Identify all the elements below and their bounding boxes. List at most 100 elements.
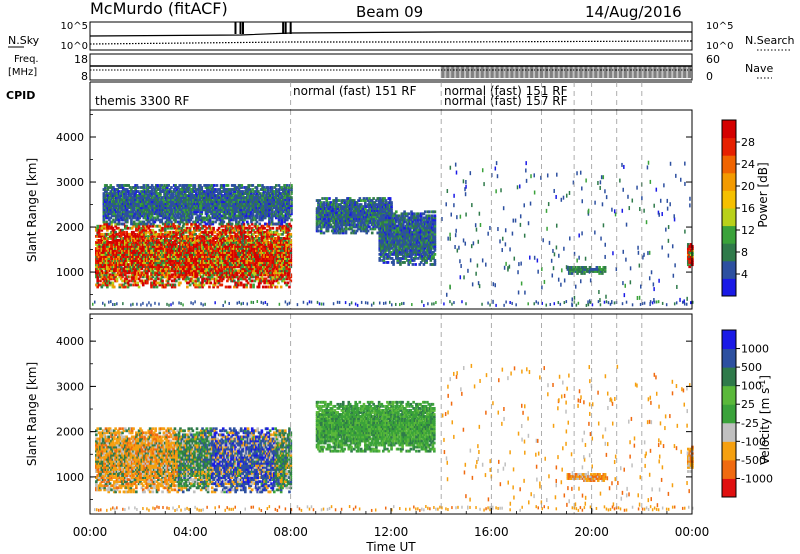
range-cell: [129, 232, 133, 236]
range-cell: [101, 243, 105, 246]
range-cell: [194, 232, 197, 236]
range-cell: [234, 257, 237, 261]
range-cell: [197, 259, 200, 263]
range-cell: [268, 267, 272, 271]
range-cell: [170, 265, 174, 269]
range-cell: [125, 275, 128, 279]
range-cell: [159, 261, 163, 265]
range-cell: [250, 241, 254, 244]
cpid-panel: CPID themis 3300 RF normal (fast) 151 RF…: [6, 81, 692, 110]
range-cell: [246, 255, 250, 258]
range-cell: [130, 249, 134, 252]
range-cell: [220, 279, 224, 283]
range-cell: [187, 230, 191, 234]
range-cell: [198, 265, 202, 269]
range-cell: [106, 261, 109, 265]
range-cell: [223, 263, 226, 267]
range-cell: [162, 257, 166, 261]
range-cell: [128, 255, 131, 258]
range-cell: [112, 271, 116, 275]
range-cell: [268, 255, 272, 258]
range-cell: [157, 224, 160, 228]
range-cell: [198, 269, 202, 273]
range-cell: [210, 230, 214, 234]
range-cell: [235, 226, 239, 230]
range-cell: [165, 241, 168, 244]
range-cell: [197, 224, 200, 228]
range-cell: [108, 249, 112, 252]
range-cell: [228, 277, 232, 281]
range-cell: [217, 245, 221, 248]
range-cell: [206, 257, 210, 261]
range-cell: [234, 224, 237, 228]
range-cell: [186, 261, 189, 265]
range-cell: [209, 269, 213, 273]
range-cell: [130, 253, 134, 256]
range-cell: [173, 251, 177, 254]
range-cell: [140, 261, 144, 265]
range-cell: [152, 279, 156, 283]
range-cell: [179, 245, 182, 248]
range-cell: [228, 261, 232, 265]
range-cell: [176, 247, 180, 250]
range-cell: [217, 241, 221, 244]
range-cell: [198, 267, 202, 271]
range-cell: [210, 255, 214, 258]
range-cell: [119, 228, 123, 232]
range-cell: [198, 257, 202, 261]
range-cell: [215, 259, 218, 263]
range-cell: [97, 265, 101, 269]
range-cell: [140, 273, 144, 277]
range-cell: [118, 271, 122, 275]
range-cell: [197, 269, 200, 273]
range-cell: [146, 281, 149, 285]
range-cell: [141, 232, 145, 236]
range-cell: [123, 277, 127, 281]
range-cell: [253, 241, 257, 244]
range-cell: [190, 234, 193, 238]
range-cell: [141, 234, 145, 238]
range-cell: [213, 269, 217, 273]
range-cell: [209, 281, 213, 285]
range-cell: [231, 230, 235, 234]
range-cell: [180, 251, 184, 254]
range-cell: [108, 267, 112, 271]
range-cell: [201, 236, 204, 240]
range-cell: [165, 251, 168, 254]
range-cell: [201, 226, 204, 230]
range-cell: [158, 283, 162, 287]
range-cell: [186, 236, 189, 240]
noise-tick-bottom-right: 10^0: [706, 41, 733, 52]
range-cell: [209, 228, 213, 232]
range-cell: [220, 283, 224, 287]
range-cell: [194, 285, 197, 289]
range-cell: [117, 261, 120, 265]
range-cell: [173, 236, 177, 240]
range-cell: [198, 241, 202, 244]
range-cell: [226, 255, 229, 258]
range-cell: [106, 283, 109, 287]
range-cell: [267, 285, 271, 289]
range-cell: [158, 243, 162, 246]
range-cell: [234, 281, 237, 285]
range-cell: [186, 275, 189, 279]
range-cell: [209, 230, 213, 234]
range-cell: [170, 285, 174, 289]
range-cell: [150, 283, 153, 287]
range-cell: [141, 263, 145, 267]
range-cell: [177, 277, 181, 281]
range-cell: [159, 251, 163, 254]
range-cell: [144, 265, 148, 269]
range-cell: [199, 261, 203, 265]
range-cell: [106, 267, 109, 271]
range-cell: [96, 265, 99, 269]
range-cell: [205, 232, 208, 236]
range-cell: [261, 234, 265, 238]
range-cell: [188, 245, 192, 248]
range-cell: [232, 236, 236, 240]
range-cell: [128, 253, 131, 256]
range-cell: [264, 251, 268, 254]
range-cell: [217, 230, 221, 234]
range-cell: [107, 275, 111, 279]
range-cell: [106, 279, 109, 283]
